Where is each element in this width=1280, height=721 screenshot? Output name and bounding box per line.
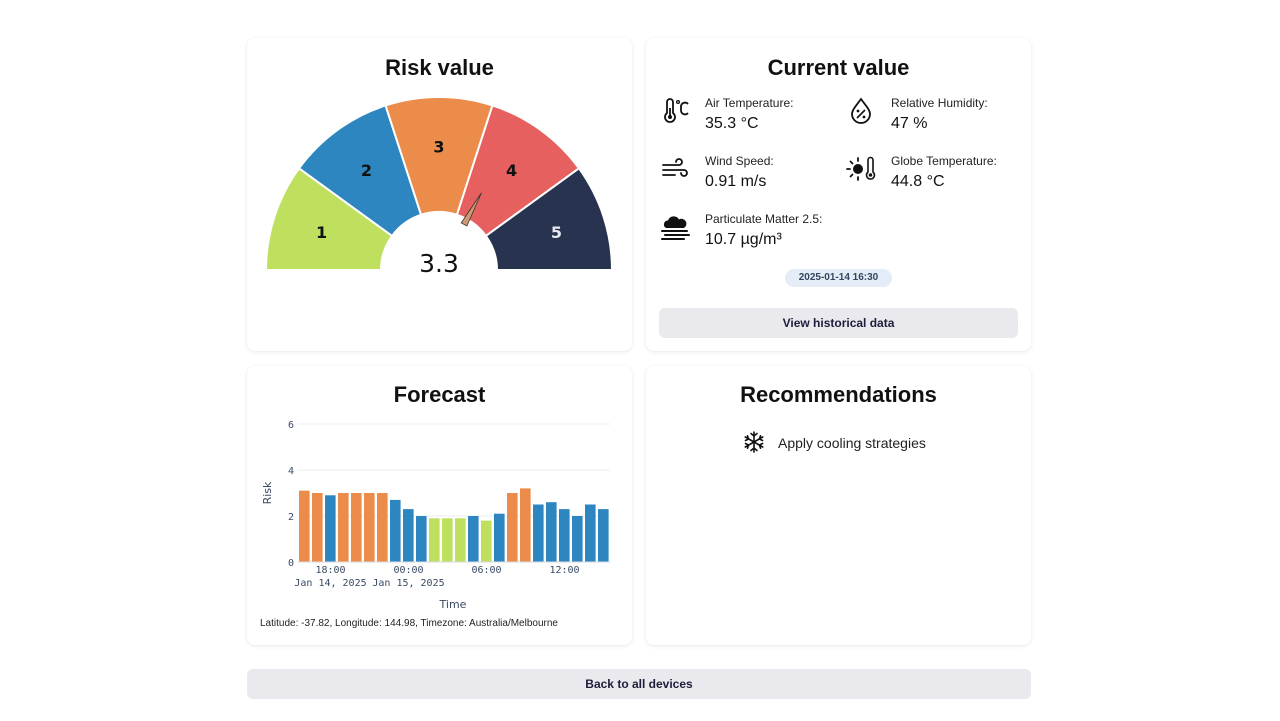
gauge-needle bbox=[460, 192, 482, 227]
risk-value-number: 3.3 bbox=[419, 249, 459, 278]
x-tick-label: Jan 15, 2025 bbox=[372, 578, 444, 589]
globe-temperature-value: 44.8 °C bbox=[891, 173, 945, 190]
relative-humidity-label: Relative Humidity: bbox=[891, 96, 988, 110]
wind-speed-value: 0.91 m/s bbox=[705, 173, 767, 190]
x-tick-label: Jan 14, 2025 bbox=[294, 578, 366, 589]
forecast-title: Forecast bbox=[393, 382, 486, 407]
thermometer-icon bbox=[664, 98, 689, 123]
y-tick-label: 2 bbox=[288, 512, 294, 523]
x-tick-label: 12:00 bbox=[549, 565, 579, 576]
x-axis-label: Time bbox=[439, 598, 467, 611]
risk-value-title: Risk value bbox=[385, 55, 494, 80]
forecast-bar bbox=[598, 509, 609, 562]
back-to-all-devices-button[interactable]: Back to all devices bbox=[247, 669, 1031, 699]
globe-temperature-label: Globe Temperature: bbox=[891, 154, 997, 168]
x-tick-label: 18:00 bbox=[315, 565, 345, 576]
recommendations-card: Recommendations Apply cooling strategies bbox=[646, 366, 1031, 645]
timestamp-badge: 2025-01-14 16:30 bbox=[785, 269, 892, 287]
y-tick-label: 4 bbox=[288, 466, 294, 477]
gauge-segment-label: 5 bbox=[551, 223, 562, 242]
forecast-bar bbox=[429, 518, 440, 562]
gauge-segment-label: 1 bbox=[316, 223, 327, 242]
x-tick-label: 00:00 bbox=[393, 565, 423, 576]
forecast-bar bbox=[585, 504, 596, 562]
gauge-segment-label: 3 bbox=[433, 138, 444, 157]
forecast-bar bbox=[390, 499, 401, 562]
y-tick-label: 6 bbox=[288, 420, 294, 431]
forecast-bar bbox=[312, 493, 323, 562]
particulate-matter-value: 10.7 µg/m³ bbox=[705, 231, 782, 248]
x-tick-label: 06:00 bbox=[471, 565, 501, 576]
forecast-bar bbox=[494, 513, 505, 562]
forecast-bar bbox=[416, 516, 427, 562]
air-temperature-value: 35.3 °C bbox=[705, 115, 759, 132]
globe-temperature-icon bbox=[846, 156, 876, 181]
forecast-bar bbox=[559, 509, 570, 562]
forecast-bar bbox=[364, 493, 375, 562]
forecast-bar bbox=[325, 495, 336, 562]
forecast-chart: 0 2 4 6 18:00 Jan 14, 2025 00:00 Jan 15, 2025 06… bbox=[261, 420, 610, 611]
y-tick-label: 0 bbox=[288, 558, 294, 569]
gauge-segment-label: 2 bbox=[361, 161, 372, 180]
risk-gauge: 1 2 3 4 5 3.3 bbox=[264, 96, 614, 278]
y-axis-label: Risk bbox=[261, 481, 274, 504]
recommendation-text: Apply cooling strategies bbox=[778, 435, 926, 451]
forecast-bar bbox=[338, 493, 349, 562]
relative-humidity-value: 47 % bbox=[891, 115, 928, 132]
forecast-bar bbox=[299, 490, 310, 562]
forecast-card: Forecast 0 2 4 6 18:00 Jan 14, 2025 00:00 Jan 1… bbox=[247, 366, 632, 645]
forecast-bar bbox=[507, 493, 518, 562]
location-footnote: Latitude: -37.82, Longitude: 144.98, Tim… bbox=[260, 618, 558, 629]
forecast-bar bbox=[468, 516, 479, 562]
forecast-bar bbox=[546, 502, 557, 562]
forecast-bar bbox=[351, 493, 362, 562]
humidity-drop-icon bbox=[851, 97, 871, 124]
forecast-bar bbox=[533, 504, 544, 562]
gauge-segment-5 bbox=[484, 166, 614, 271]
forecast-bar bbox=[403, 509, 414, 562]
recommendations-title: Recommendations bbox=[740, 382, 937, 407]
forecast-bar bbox=[572, 516, 583, 562]
smog-cloud-icon bbox=[661, 216, 690, 240]
forecast-bar bbox=[481, 520, 492, 562]
wind-icon bbox=[662, 158, 688, 177]
wind-speed-label: Wind Speed: bbox=[705, 154, 774, 168]
current-value-card: Current value Air Temperature: 35.3 °C R… bbox=[646, 38, 1031, 351]
forecast-bar bbox=[442, 518, 453, 562]
forecast-bar bbox=[455, 518, 466, 562]
air-temperature-label: Air Temperature: bbox=[705, 96, 794, 110]
snowflake-icon bbox=[744, 431, 764, 453]
forecast-bar bbox=[377, 493, 388, 562]
risk-value-card: Risk value 1 2 3 4 5 3.3 bbox=[247, 38, 632, 351]
particulate-matter-label: Particulate Matter 2.5: bbox=[705, 212, 823, 226]
forecast-bar bbox=[520, 488, 531, 562]
view-historical-data-button[interactable]: View historical data bbox=[659, 308, 1018, 338]
gauge-segment-label: 4 bbox=[506, 161, 517, 180]
current-value-title: Current value bbox=[767, 55, 910, 80]
